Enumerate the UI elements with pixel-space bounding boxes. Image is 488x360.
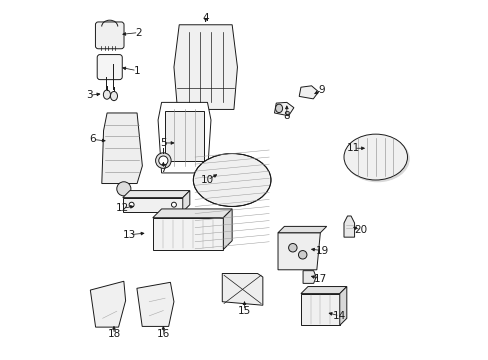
- Text: 11: 11: [346, 143, 360, 153]
- Polygon shape: [299, 86, 318, 99]
- Polygon shape: [223, 209, 232, 249]
- Polygon shape: [339, 287, 346, 325]
- Ellipse shape: [345, 136, 408, 182]
- Text: 16: 16: [157, 329, 170, 339]
- Ellipse shape: [343, 134, 407, 180]
- Text: 19: 19: [315, 246, 328, 256]
- Polygon shape: [152, 218, 223, 249]
- Polygon shape: [158, 102, 210, 173]
- Ellipse shape: [288, 243, 296, 252]
- FancyBboxPatch shape: [97, 55, 122, 80]
- Text: 13: 13: [123, 230, 136, 240]
- Ellipse shape: [117, 182, 131, 196]
- Bar: [165, 111, 203, 161]
- Text: 4: 4: [202, 13, 208, 23]
- Polygon shape: [300, 294, 339, 325]
- Polygon shape: [222, 274, 263, 305]
- Polygon shape: [90, 281, 125, 327]
- Polygon shape: [343, 216, 354, 237]
- Polygon shape: [300, 287, 346, 294]
- Polygon shape: [122, 190, 189, 198]
- Text: 1: 1: [133, 66, 140, 76]
- Text: 18: 18: [107, 329, 121, 339]
- Text: 8: 8: [283, 112, 289, 121]
- Polygon shape: [152, 209, 232, 218]
- Text: 17: 17: [313, 274, 326, 284]
- Polygon shape: [183, 190, 189, 212]
- Ellipse shape: [298, 251, 306, 259]
- Polygon shape: [174, 25, 237, 109]
- Text: 15: 15: [237, 306, 251, 315]
- Polygon shape: [274, 102, 293, 116]
- Polygon shape: [102, 113, 142, 184]
- Text: 9: 9: [318, 85, 325, 95]
- Text: 12: 12: [116, 203, 129, 213]
- Text: 3: 3: [86, 90, 92, 100]
- Text: 5: 5: [160, 138, 166, 148]
- Text: 2: 2: [135, 27, 142, 37]
- Polygon shape: [122, 198, 183, 212]
- Ellipse shape: [129, 202, 134, 207]
- Text: 6: 6: [89, 134, 96, 144]
- Polygon shape: [303, 271, 315, 283]
- Polygon shape: [278, 226, 326, 233]
- Text: 14: 14: [332, 311, 346, 321]
- Ellipse shape: [110, 91, 117, 101]
- Ellipse shape: [159, 156, 167, 165]
- Text: 10: 10: [201, 175, 214, 185]
- Polygon shape: [137, 282, 174, 327]
- Ellipse shape: [193, 153, 270, 207]
- Ellipse shape: [103, 90, 110, 99]
- Ellipse shape: [275, 104, 282, 113]
- FancyBboxPatch shape: [95, 22, 124, 49]
- Ellipse shape: [155, 153, 171, 168]
- Text: 20: 20: [354, 225, 367, 235]
- Text: 7: 7: [160, 165, 166, 174]
- Ellipse shape: [171, 202, 176, 207]
- Polygon shape: [278, 233, 320, 270]
